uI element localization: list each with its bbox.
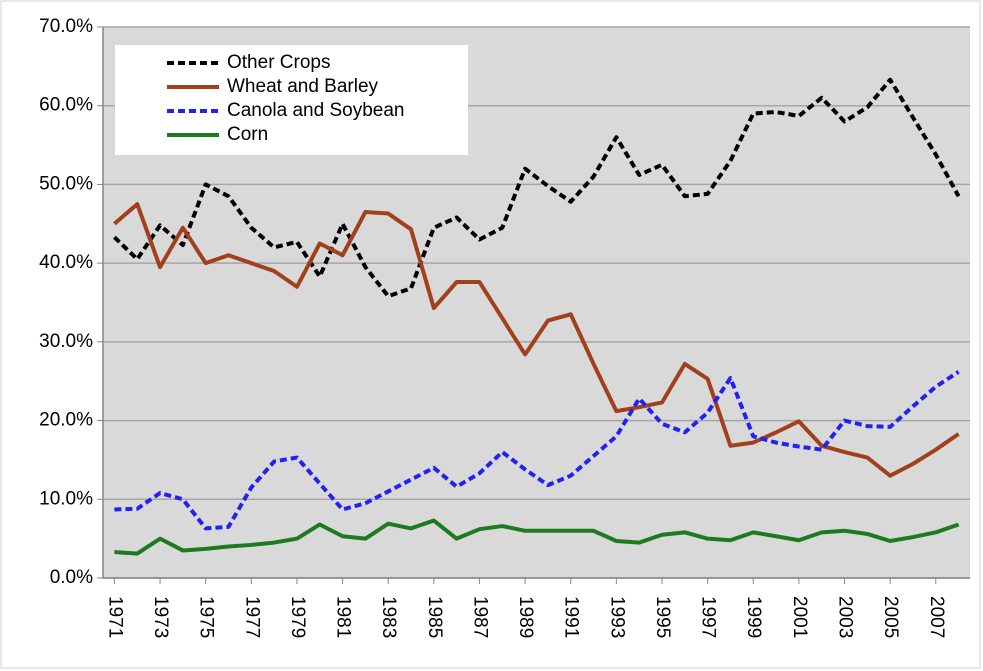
x-tick-label: 1993 — [606, 596, 627, 638]
legend-label: Other Crops — [227, 52, 330, 73]
y-tick-label: 60.0% — [39, 95, 93, 116]
x-tick-label: 1985 — [424, 596, 445, 638]
y-tick-label: 0.0% — [50, 567, 93, 588]
x-tick-label: 1983 — [378, 596, 399, 638]
series-line — [114, 370, 960, 531]
legend-label: Wheat and Barley — [227, 76, 379, 97]
x-tick-label: 1971 — [104, 596, 125, 638]
legend-label: Canola and Soybean — [227, 100, 404, 121]
y-tick-label: 10.0% — [39, 488, 93, 509]
y-tick-label: 30.0% — [39, 331, 93, 352]
y-tick-label: 40.0% — [39, 252, 93, 273]
series-line — [113, 202, 960, 478]
y-tick-label: 50.0% — [39, 173, 93, 194]
x-tick-label: 1997 — [698, 596, 719, 638]
legend-label: Corn — [227, 124, 268, 145]
series-line — [114, 518, 960, 556]
x-tick-label: 1975 — [196, 596, 217, 638]
series-line — [113, 77, 961, 299]
x-tick-label: 1979 — [287, 596, 308, 638]
x-tick-label: 1987 — [469, 596, 490, 638]
y-tick-label: 20.0% — [39, 410, 93, 431]
x-tick-label: 1991 — [561, 596, 582, 638]
x-tick-label: 1995 — [652, 596, 673, 638]
x-tick-label: 1973 — [150, 596, 171, 638]
x-tick-label: 2001 — [789, 596, 810, 638]
x-tick-label: 2007 — [926, 596, 947, 638]
x-tick-label: 2005 — [880, 596, 901, 638]
x-tick-label: 1977 — [241, 596, 262, 638]
x-tick-label: 1999 — [743, 596, 764, 638]
x-tick-label: 1981 — [333, 596, 354, 638]
y-tick-label: 70.0% — [39, 16, 93, 37]
x-tick-label: 2003 — [834, 596, 855, 638]
x-tick-label: 1989 — [515, 596, 536, 638]
